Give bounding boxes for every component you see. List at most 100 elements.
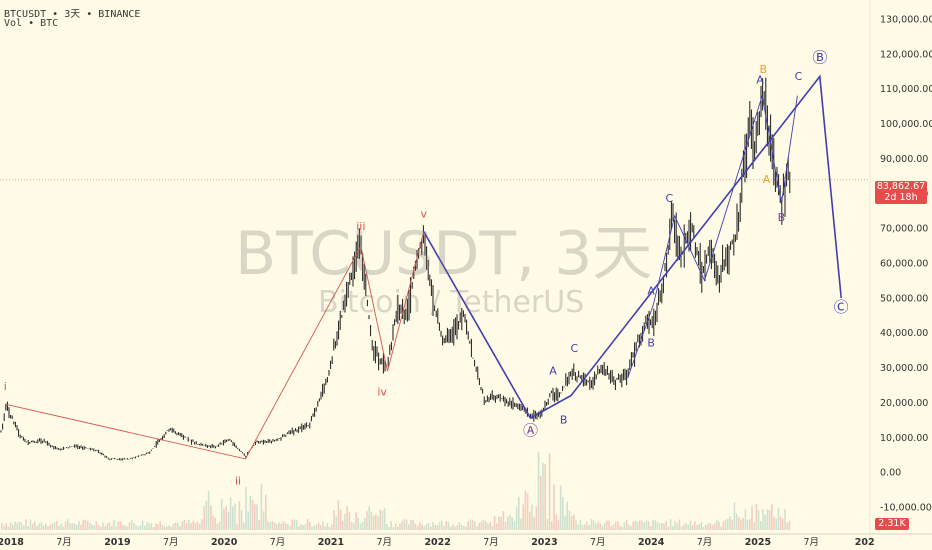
volume-bar <box>768 510 771 530</box>
volume-bar <box>69 523 71 530</box>
volume-bar <box>144 525 146 530</box>
volume-bar <box>434 525 436 530</box>
volume-bar <box>612 524 615 530</box>
volume-bar <box>634 520 637 530</box>
volume-bar <box>12 524 14 530</box>
volume-bar <box>146 522 148 530</box>
volume-bar <box>548 453 551 530</box>
wave-line-corrective-blue[interactable] <box>423 74 842 420</box>
volume-bar <box>500 516 502 530</box>
volume-bar <box>328 526 331 530</box>
volume-bar <box>544 464 546 530</box>
volume-bar <box>359 523 362 530</box>
volume-bar <box>628 524 630 530</box>
volume-bar <box>245 487 247 530</box>
volume-bar <box>551 521 553 530</box>
volume-bar <box>487 523 489 530</box>
wave-label: iv <box>377 385 387 398</box>
volume-bar <box>370 511 373 530</box>
volume-bar <box>513 520 516 530</box>
volume-bar <box>159 521 161 530</box>
volume-bar <box>729 515 731 530</box>
volume-bar <box>665 521 667 530</box>
volume-bar <box>755 503 758 530</box>
volume-bar <box>73 523 76 530</box>
volume-bar <box>89 522 91 530</box>
volume-bar <box>45 524 47 530</box>
volume-bar <box>498 516 500 530</box>
volume-bar <box>361 522 364 530</box>
volume-bar <box>408 524 410 530</box>
volume-bar <box>782 518 784 530</box>
volume-bar <box>128 522 131 530</box>
x-tick-label: 7月 <box>377 537 393 548</box>
y-tick-label: 0.00 <box>880 468 901 479</box>
wave-line-primary-red[interactable] <box>5 231 425 460</box>
wave-label: A <box>763 173 771 186</box>
volume-bar <box>518 496 520 530</box>
volume-bar <box>223 508 225 530</box>
volume-bar <box>467 521 469 530</box>
symbol-header: BTCUSDT • 3天 • BINANCE <box>4 9 141 20</box>
volume-bar <box>676 523 678 530</box>
volume-bar <box>405 519 408 530</box>
volume-bar <box>25 519 27 530</box>
volume-bar <box>298 526 300 530</box>
volume-bar <box>397 526 399 530</box>
volume-bar <box>654 520 656 530</box>
volume-bar <box>562 496 564 530</box>
volume-bar <box>14 521 16 530</box>
y-tick-label: 30,000.00 <box>880 363 928 374</box>
y-tick-label: 90,000.00 <box>880 154 928 165</box>
volume-bar <box>683 524 685 530</box>
volume-bar <box>608 520 610 530</box>
volume-bar <box>80 524 82 530</box>
volume-bar <box>731 519 733 530</box>
volume-bar <box>111 525 113 530</box>
volume-bar <box>262 511 265 530</box>
y-tick-label: 110,000.00 <box>880 84 932 95</box>
volume-bar <box>775 518 777 530</box>
volume-bar <box>234 503 236 530</box>
volume-bar <box>302 525 304 530</box>
volume-bar <box>214 517 216 530</box>
volume-bar <box>168 525 170 530</box>
volume-bar <box>603 522 606 530</box>
volume-bar <box>520 518 522 530</box>
wave-label: iii <box>356 220 365 233</box>
volume-bar <box>183 519 186 530</box>
volume-bar <box>29 519 32 530</box>
volume-bar <box>557 520 560 530</box>
volume-bar <box>674 520 676 530</box>
volume-bar <box>753 522 755 530</box>
volume-bar <box>163 526 166 530</box>
volume-bar <box>720 526 722 530</box>
volume-bar <box>535 506 538 530</box>
volume-bar <box>34 521 36 530</box>
volume-bar <box>75 524 78 530</box>
volume-bar <box>289 525 291 530</box>
volume-bar <box>779 516 782 530</box>
volume-bar <box>489 522 491 530</box>
volume-bar <box>553 484 555 530</box>
volume-bar <box>421 524 423 530</box>
volume-bar <box>425 523 428 530</box>
volume-bar <box>399 523 401 530</box>
volume-bar <box>478 522 480 530</box>
volume-bar <box>709 523 711 530</box>
volume-bar <box>733 502 736 530</box>
wave-label: B <box>778 211 786 224</box>
wave-line-minor-blue[interactable] <box>627 95 798 379</box>
volume-bar <box>522 504 524 530</box>
volume-bar <box>157 524 159 530</box>
volume-bar <box>641 520 643 530</box>
volume-bar <box>141 520 144 530</box>
volume-bar <box>49 525 51 530</box>
volume-bar <box>102 522 104 530</box>
watermark-symbol: BTCUSDT, 3天 <box>235 219 653 289</box>
volume-bar <box>372 515 375 530</box>
volume-bar <box>122 525 124 530</box>
volume-bar <box>124 525 126 530</box>
